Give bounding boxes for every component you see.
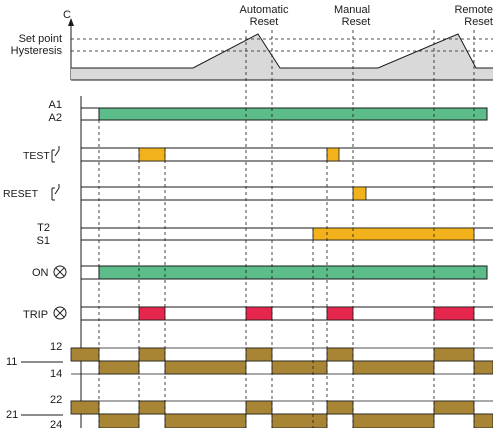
terminal-14-label: 14 [50,368,62,380]
contact-22-segment [138,400,166,415]
trip-label: TRIP [23,309,48,321]
remote-contact-row: T2 S1 [37,222,493,247]
temperature-curve-area [71,34,493,80]
automatic-reset-label-1: Automatic [240,4,289,16]
s1-label: S1 [37,235,50,247]
hysteresis-label: Hysteresis [11,45,63,57]
trip-pulse-1 [138,306,166,321]
a1-label: A1 [49,99,62,111]
contact-22-segment [245,400,273,415]
contact-22-segment [433,400,475,415]
on-label: ON [32,267,49,279]
automatic-reset-label-2: Reset [250,16,279,28]
set-point-label: Set point [19,33,62,45]
reset-label: RESET [3,188,39,200]
test-label: TEST [23,150,50,162]
contact-24-segment [98,413,140,428]
terminal-12-label: 12 [50,341,62,353]
manual-reset-label-1: Manual [334,4,370,16]
contact-12-segment [433,347,475,362]
t2-label: T2 [37,222,50,234]
contact-22-segment [70,400,100,415]
remote-reset-label-2: Reset [464,16,493,28]
remote-contact-bar [312,227,475,241]
manual-reset-label-2: Reset [342,16,371,28]
terminal-24-label: 24 [50,419,62,428]
terminal-22-label: 22 [50,394,62,406]
event-guide-lines [98,30,475,428]
contact-14-segment [473,360,493,375]
contact-14-segment [164,360,247,375]
test-pulse-2 [326,147,340,162]
c-axis-label: C [63,9,71,21]
test-row: TEST [23,146,493,163]
terminal-11-label: 11 [6,356,17,368]
contact-11-row: 12 11 14 [6,341,493,380]
contact-14-segment [352,360,435,375]
contact-12-segment [138,347,166,362]
on-indicator-bar [98,265,488,280]
contact-24-segment [352,413,435,428]
reset-pulse [352,186,367,201]
contact-24-segment [271,413,328,428]
temperature-panel: C Set point Hysteresis Automatic Reset M… [11,4,493,81]
contact-21-row: 22 21 24 [6,394,493,428]
trip-pulse-4 [433,306,475,321]
pushbutton-icon [51,184,60,201]
contact-12-segment [245,347,273,362]
on-row: ON [32,265,488,280]
trip-pulse-2 [245,306,273,321]
pushbutton-icon [51,146,60,163]
reset-row: RESET [3,184,493,201]
remote-reset-label-1: Remote [454,4,493,16]
contact-12-segment [70,347,100,362]
contact-14-segment [98,360,140,375]
contact-22-segment [326,400,354,415]
test-pulse-1 [138,147,166,162]
lamp-icon [53,306,67,320]
a2-label: A2 [49,112,62,124]
contact-24-segment [473,413,493,428]
contact-24-segment [164,413,247,428]
lamp-icon [53,265,67,279]
trip-row: TRIP [23,306,493,321]
contact-12-segment [326,347,354,362]
supply-on-bar [98,107,488,121]
c-axis-arrow-icon [68,18,74,26]
supply-row: A1 A2 [49,99,488,124]
terminal-21-label: 21 [6,409,18,421]
trip-pulse-3 [326,306,354,321]
contact-14-segment [271,360,328,375]
temperature-curve-line [71,33,493,69]
